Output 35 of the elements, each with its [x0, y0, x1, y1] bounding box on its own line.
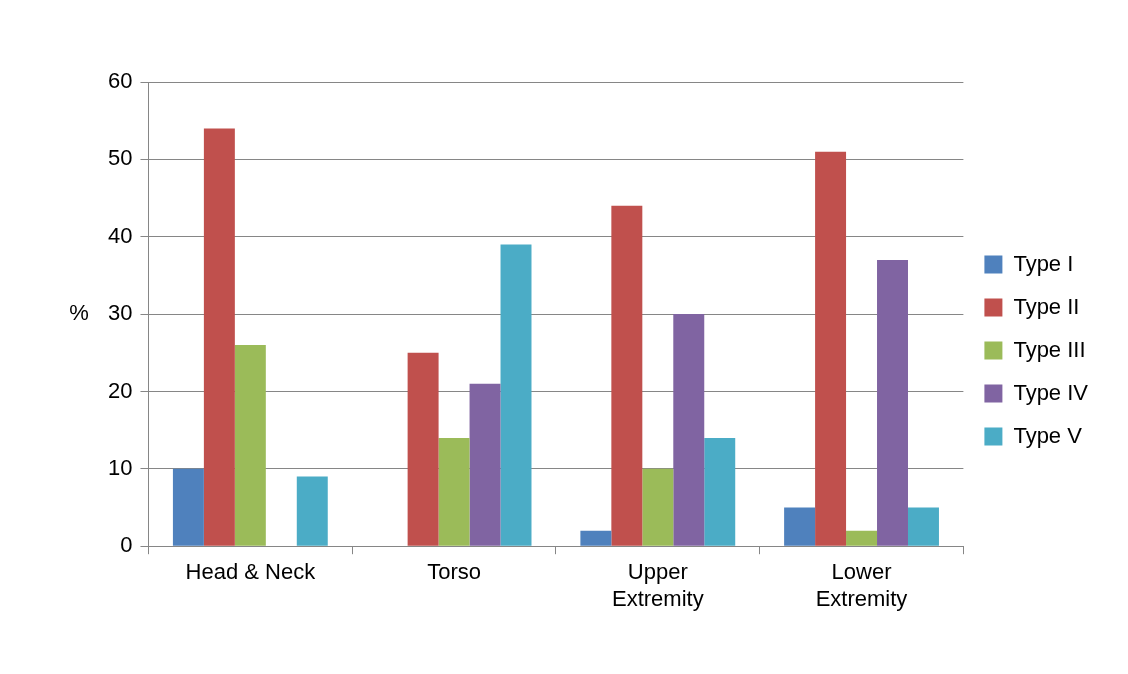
legend-label: Type I — [1013, 250, 1074, 276]
y-tick-label: 30 — [107, 300, 133, 326]
bar — [846, 530, 878, 546]
y-tick-label: 20 — [107, 377, 133, 403]
bar — [704, 437, 736, 546]
bar — [611, 205, 643, 546]
legend-label: Type V — [1013, 422, 1083, 448]
bar — [673, 314, 705, 546]
y-tick-label: 50 — [107, 145, 133, 171]
legend-label: Type III — [1013, 336, 1086, 362]
legend-label: Type II — [1013, 293, 1080, 319]
legend-label: Type IV — [1013, 379, 1089, 405]
bar — [500, 244, 532, 546]
y-axis-title: % — [69, 300, 89, 326]
x-tick-label: Torso — [427, 559, 481, 585]
y-tick-label: 0 — [120, 532, 133, 558]
y-tick-label: 40 — [107, 222, 133, 248]
bar — [234, 345, 266, 546]
y-tick-label: 60 — [107, 68, 133, 94]
bar — [815, 151, 847, 546]
bar — [438, 437, 470, 546]
y-tick-label: 10 — [107, 454, 133, 480]
x-tick-label: Lower Extremity — [815, 559, 908, 611]
bar — [642, 468, 674, 546]
bar — [907, 507, 939, 546]
x-tick-label: Head & Neck — [185, 559, 317, 585]
bar — [203, 128, 235, 546]
bar — [784, 507, 816, 546]
bar — [407, 352, 439, 546]
bar — [469, 383, 501, 546]
bar — [296, 476, 328, 546]
x-tick-label: Upper Extremity — [611, 559, 704, 611]
bar — [877, 259, 908, 546]
bar — [172, 468, 204, 546]
bar — [580, 530, 612, 546]
